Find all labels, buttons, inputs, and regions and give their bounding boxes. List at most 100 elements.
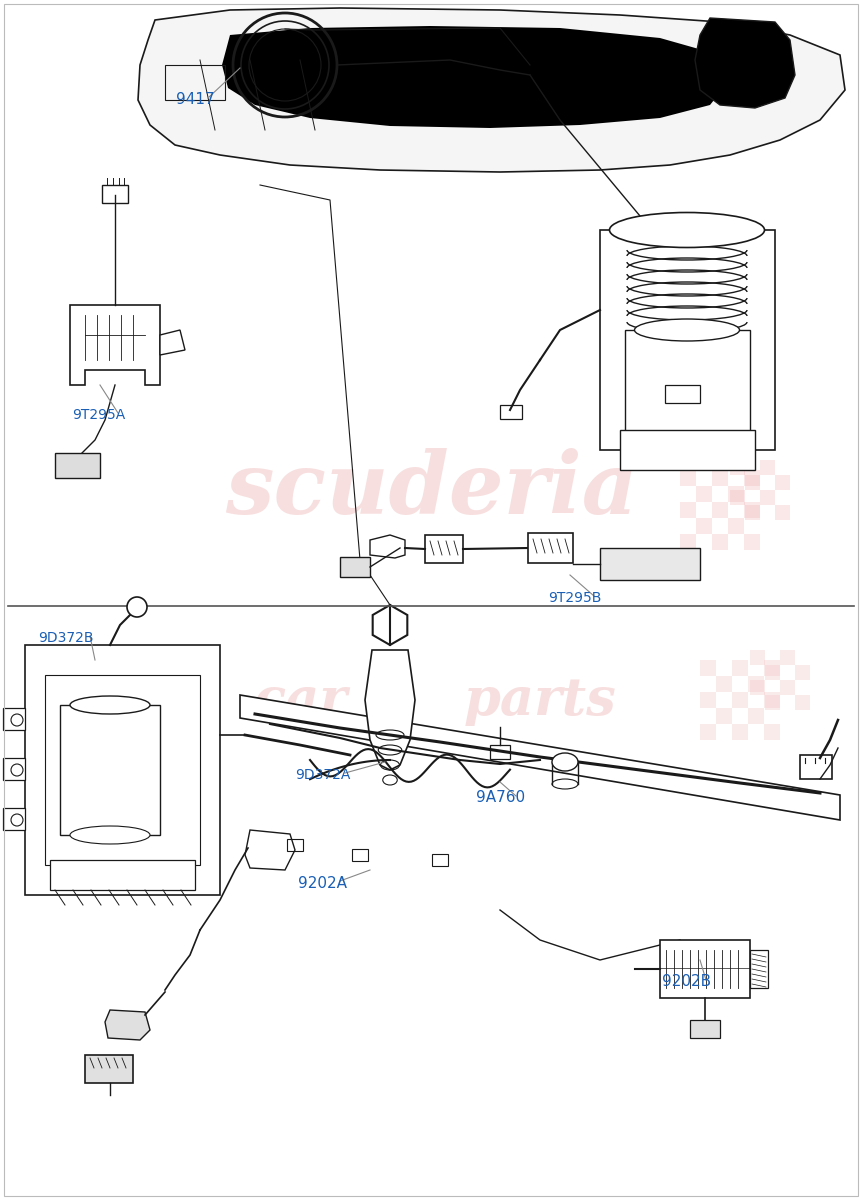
Bar — [339, 557, 369, 577]
Circle shape — [11, 814, 23, 826]
Text: 9417: 9417 — [176, 92, 214, 108]
Bar — [763, 692, 779, 708]
Bar — [50, 860, 195, 890]
Bar — [424, 535, 462, 563]
Circle shape — [11, 764, 23, 776]
Bar — [679, 534, 695, 550]
Bar — [25, 646, 220, 895]
Bar — [287, 839, 303, 851]
Polygon shape — [105, 1010, 150, 1040]
Bar — [489, 745, 510, 758]
Bar — [744, 505, 759, 520]
Text: 9T295A: 9T295A — [72, 408, 125, 422]
Bar — [743, 470, 759, 486]
Bar — [731, 724, 747, 740]
Bar — [45, 674, 200, 865]
Bar — [759, 490, 774, 505]
Bar — [528, 533, 573, 563]
Ellipse shape — [70, 696, 150, 714]
Bar — [731, 660, 747, 676]
Bar — [699, 660, 715, 676]
Bar — [744, 475, 759, 490]
Bar — [102, 185, 127, 203]
Bar — [774, 505, 789, 520]
Polygon shape — [372, 605, 407, 646]
Bar — [779, 680, 794, 695]
Bar — [664, 385, 699, 403]
Bar — [763, 660, 779, 676]
Bar — [729, 490, 744, 505]
Bar — [679, 470, 695, 486]
Polygon shape — [369, 535, 405, 558]
Polygon shape — [222, 26, 729, 128]
Bar — [711, 502, 728, 518]
Bar — [689, 1020, 719, 1038]
Bar — [794, 665, 809, 680]
Bar — [164, 65, 225, 100]
Polygon shape — [70, 305, 160, 385]
Bar — [731, 692, 747, 708]
Bar — [749, 650, 764, 665]
Bar — [749, 680, 764, 695]
Bar — [351, 850, 368, 862]
Bar — [699, 692, 715, 708]
Bar — [60, 704, 160, 835]
Bar — [764, 695, 779, 710]
Bar — [695, 486, 711, 502]
Bar — [715, 708, 731, 724]
Circle shape — [11, 714, 23, 726]
Circle shape — [127, 596, 147, 617]
Bar — [431, 854, 448, 866]
Polygon shape — [694, 18, 794, 108]
Ellipse shape — [609, 212, 764, 247]
Bar — [499, 404, 522, 419]
Bar — [759, 460, 774, 475]
Bar — [85, 1055, 133, 1082]
Polygon shape — [160, 330, 185, 355]
Ellipse shape — [70, 826, 150, 844]
Bar — [743, 534, 759, 550]
Polygon shape — [245, 830, 294, 870]
Bar — [3, 758, 25, 780]
Text: 9T295B: 9T295B — [548, 590, 601, 605]
Bar — [799, 755, 831, 779]
Polygon shape — [239, 695, 839, 820]
Bar — [3, 808, 25, 830]
Bar — [779, 650, 794, 665]
Text: car: car — [253, 674, 347, 726]
Bar — [3, 708, 25, 730]
Ellipse shape — [634, 319, 739, 341]
Bar — [695, 518, 711, 534]
Bar — [711, 470, 728, 486]
Bar — [747, 676, 763, 692]
Polygon shape — [325, 50, 579, 100]
Text: parts: parts — [463, 674, 616, 726]
Text: 9202B: 9202B — [661, 974, 710, 990]
Bar — [728, 486, 743, 502]
Bar — [679, 502, 695, 518]
Bar — [715, 676, 731, 692]
Bar — [794, 695, 809, 710]
Bar — [599, 548, 699, 580]
Bar — [729, 460, 744, 475]
Polygon shape — [138, 8, 844, 172]
Bar — [599, 230, 774, 450]
Bar — [743, 502, 759, 518]
Bar — [747, 708, 763, 724]
Bar — [764, 665, 779, 680]
Bar — [728, 518, 743, 534]
Bar — [763, 724, 779, 740]
Bar — [774, 475, 789, 490]
Bar — [624, 330, 749, 440]
Text: 9D372A: 9D372A — [294, 768, 350, 782]
Text: 9202A: 9202A — [298, 876, 347, 890]
Polygon shape — [749, 950, 767, 988]
Bar — [619, 430, 754, 470]
Bar — [55, 452, 100, 478]
Ellipse shape — [551, 754, 578, 770]
Bar — [711, 534, 728, 550]
Text: 9A760: 9A760 — [475, 791, 524, 805]
Bar — [699, 724, 715, 740]
Bar — [660, 940, 749, 998]
Polygon shape — [364, 650, 414, 770]
